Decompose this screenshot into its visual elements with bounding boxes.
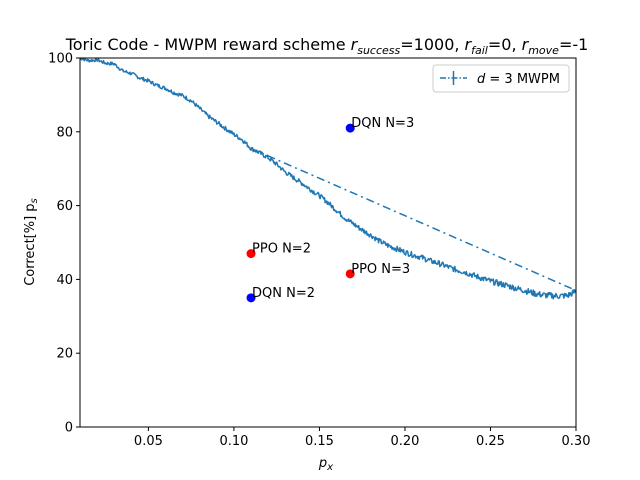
data-point <box>246 249 256 259</box>
point-annotation: PPO N=2 <box>252 242 311 257</box>
x-tick-label: 0.20 <box>390 434 419 449</box>
x-tick-label: 0.15 <box>305 434 334 449</box>
y-tick-label: 0 <box>65 421 73 436</box>
x-tick-label: 0.10 <box>219 434 248 449</box>
point-annotation: DQN N=2 <box>252 286 315 301</box>
y-tick-label: 20 <box>56 347 73 362</box>
y-axis-label: Correct[%] ps <box>23 198 40 286</box>
legend: d = 3 MWPM <box>432 64 570 93</box>
data-point <box>345 123 355 133</box>
plot-frame <box>79 57 577 428</box>
x-tick-label: 0.05 <box>134 434 163 449</box>
points-layer: DQN N=3 PPO N=2 PPO N=3 DQN N=2 <box>246 116 414 303</box>
x-axis-label: px <box>318 456 333 473</box>
series-line-mwpm <box>250 147 576 292</box>
data-point <box>345 269 355 279</box>
data-point <box>246 293 256 303</box>
y-tick-label: 80 <box>56 125 73 140</box>
point-annotation: DQN N=3 <box>351 116 414 131</box>
point-annotation: PPO N=3 <box>351 262 410 277</box>
y-tick-label: 100 <box>48 52 73 67</box>
x-tick-label: 0.25 <box>476 434 505 449</box>
legend-box <box>432 64 570 93</box>
legend-label: d = 3 MWPM <box>477 72 560 87</box>
y-tick-label: 60 <box>56 199 73 214</box>
x-axis-ticks: 0.05 0.10 0.15 0.20 0.25 0.30 <box>134 427 591 449</box>
x-tick-label: 0.30 <box>562 434 591 449</box>
y-tick-label: 40 <box>56 273 73 288</box>
chart-title: Toric Code - MWPM reward scheme rsuccess… <box>65 35 589 57</box>
data-layer <box>80 58 576 300</box>
series-line-noisy <box>80 58 576 300</box>
y-axis-ticks: 0 20 40 60 80 100 <box>48 52 80 436</box>
